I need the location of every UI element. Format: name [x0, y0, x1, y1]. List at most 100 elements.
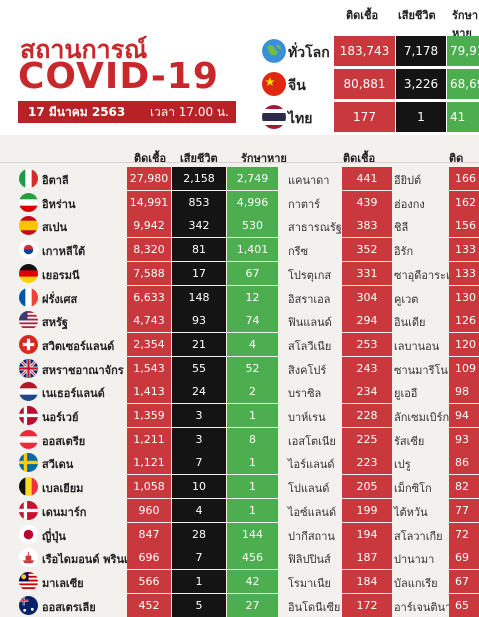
- cases-cell-col2: 225: [342, 427, 392, 451]
- country-name: เนเธอร์แลนด์: [42, 387, 105, 401]
- table-row: ออสเตรีย 1,211 3 8 เอสโตเนีย 225 รัสเซีย 93: [0, 427, 479, 451]
- table-row: ออสเตรเลีย 452 5 27 อินโดนีเซีย 172 อาร์เจนติน…: [0, 593, 479, 617]
- cases-cell: 1,058: [127, 475, 171, 499]
- spain-flag-icon: [19, 216, 38, 236]
- cases-cell-col3: 72: [449, 522, 479, 546]
- country-name-col2: สิงคโปร์: [288, 363, 327, 377]
- germany-flag-icon: [19, 263, 38, 283]
- cases-cell: 696: [127, 546, 171, 570]
- time-label: เวลา 17.00 น.: [150, 105, 229, 119]
- deaths-cell: 7: [172, 451, 226, 475]
- cases-cell-col3: 86: [449, 451, 479, 475]
- recovered-cell: 74: [227, 309, 278, 333]
- summary-name: จีน: [288, 78, 306, 94]
- country-name-col2: สาธารณรัฐเช็ก: [288, 221, 360, 235]
- country-name-col3: ฮ่องกง: [394, 197, 425, 211]
- country-name-col3: ยูเออี: [394, 387, 418, 401]
- title-covid: COVID-19: [18, 56, 219, 97]
- cases-cell: 4,743: [127, 309, 171, 333]
- malaysia-flag-icon: [19, 571, 38, 591]
- usa-flag-icon: [19, 311, 38, 331]
- country-name-col3: อินเดีย: [394, 316, 426, 330]
- france-flag-icon: [19, 287, 38, 307]
- deaths-cell: 10: [172, 475, 226, 499]
- cases-cell: 566: [127, 569, 171, 593]
- date-bar: 17 มีนาคม 2563 เวลา 17.00 น.: [18, 101, 236, 123]
- globe-icon: [262, 39, 286, 63]
- deaths-cell: 4: [172, 498, 226, 522]
- switzerland-flag-icon: [19, 334, 38, 354]
- recovered-cell: 52: [227, 356, 278, 380]
- recovered-cell: 144: [227, 522, 278, 546]
- country-name-col2: ปากีสถาน: [288, 529, 335, 543]
- summary-cases: 183,743: [334, 36, 395, 66]
- country-name: สวิตเซอร์แลนด์: [42, 339, 115, 353]
- table-row: สวิตเซอร์แลนด์ 2,354 21 4 สโลวีเนีย 253 เลบานอ…: [0, 332, 479, 356]
- table-row: นอร์เวย์ 1,359 3 1 บาห์เรน 228 ลักเซมเบิร์ก 94: [0, 404, 479, 427]
- deaths-cell: 2,158: [172, 167, 226, 190]
- cases-cell-col3: 94: [449, 404, 479, 427]
- cases-cell-col3: 130: [449, 285, 479, 309]
- cases-cell-col2: 304: [342, 285, 392, 309]
- cases-cell-col2: 223: [342, 451, 392, 475]
- australia-flag-icon: [19, 595, 38, 615]
- cases-cell: 1,121: [127, 451, 171, 475]
- country-name: เยอรมนี: [42, 268, 80, 282]
- recovered-cell: 8: [227, 427, 278, 451]
- country-name-col3: อิรัก: [394, 245, 414, 259]
- summary-header-deaths: เสียชีวิต: [398, 9, 436, 22]
- title-thai: สถานการณ์: [20, 35, 148, 64]
- table-row: มาเลเซีย 566 1 42 โรมาเนีย 184 บัลแกเรีย 67: [0, 569, 479, 593]
- recovered-cell: 12: [227, 285, 278, 309]
- recovered-cell: 27: [227, 593, 278, 617]
- cases-cell-col3: 93: [449, 427, 479, 451]
- summary-deaths: 3,226: [396, 69, 446, 99]
- cases-cell-col2: 294: [342, 309, 392, 333]
- cases-cell-col2: 439: [342, 190, 392, 214]
- recovered-cell: 4,996: [227, 190, 278, 214]
- deaths-cell: 7: [172, 546, 226, 570]
- country-name: เรือไดมอนด์ พรินเซส: [42, 553, 142, 567]
- table-row: สวีเดน 1,121 7 1 ไอร์แลนด์ 223 เปรู 86: [0, 451, 479, 475]
- country-name-col3: สโลวาเกีย: [394, 529, 443, 543]
- deaths-cell: 3: [172, 404, 226, 427]
- summary-recovered: 68,694: [447, 69, 479, 99]
- deaths-cell: 28: [172, 522, 226, 546]
- recovered-cell: 1: [227, 498, 278, 522]
- cases-cell-col3: 162: [449, 190, 479, 214]
- cases-cell: 1,211: [127, 427, 171, 451]
- recovered-cell: 530: [227, 214, 278, 238]
- south-korea-flag-icon: [19, 240, 38, 260]
- country-name: สเปน: [42, 221, 67, 235]
- deaths-cell: 342: [172, 214, 226, 238]
- summary-row-thailand: ไทย 177 1 41: [256, 102, 479, 132]
- deaths-cell: 81: [172, 238, 226, 262]
- netherlands-flag-icon: [19, 382, 38, 402]
- uk-flag-icon: [19, 358, 38, 378]
- thailand-flag-icon: [262, 105, 286, 129]
- deaths-cell: 5: [172, 593, 226, 617]
- country-name-col2: โปแลนด์: [288, 482, 330, 496]
- cases-cell-col2: 187: [342, 546, 392, 570]
- diamond-princess-flag-icon: [19, 548, 38, 568]
- cases-cell-col3: 126: [449, 309, 479, 333]
- country-name: ออสเตรเลีย: [42, 600, 96, 614]
- country-name-col2: สโลวีเนีย: [288, 339, 332, 353]
- recovered-cell: 1,401: [227, 238, 278, 262]
- china-flag-icon: [262, 72, 286, 96]
- deaths-cell: 148: [172, 285, 226, 309]
- cases-cell: 27,980: [127, 167, 171, 190]
- country-name-col2: กาตาร์: [288, 197, 321, 211]
- cases-cell: 1,359: [127, 404, 171, 427]
- country-name-col2: บาห์เรน: [288, 411, 326, 424]
- country-name: อิตาลี: [42, 174, 69, 187]
- country-name: เดนมาร์ก: [42, 505, 87, 519]
- table-row: สเปน 9,942 342 530 สาธารณรัฐเช็ก 383 ชิลี 156: [0, 214, 479, 238]
- cases-cell: 2,354: [127, 332, 171, 356]
- italy-flag-icon: [19, 169, 38, 188]
- header-divider: [0, 162, 479, 163]
- country-name-col3: เม็กซิโก: [394, 482, 432, 496]
- recovered-cell: 1: [227, 451, 278, 475]
